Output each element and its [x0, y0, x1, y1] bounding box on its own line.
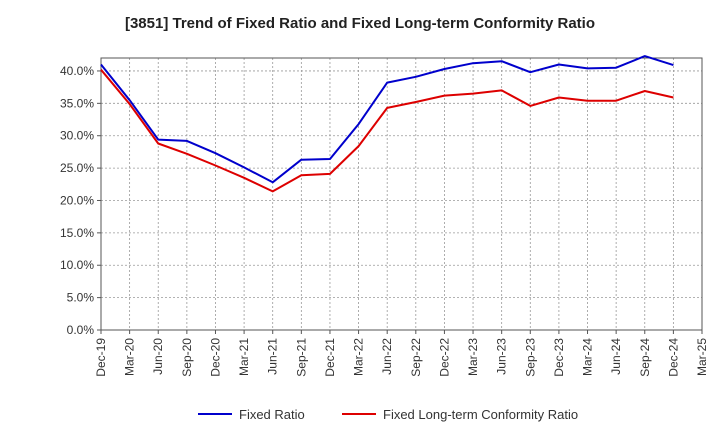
- x-tick-label: Mar-22: [352, 338, 366, 376]
- x-tick-label: Jun-20: [151, 338, 165, 375]
- x-tick-label: Mar-23: [466, 338, 480, 376]
- x-tick-label: Jun-24: [609, 338, 623, 375]
- series-group: [100, 55, 674, 193]
- y-axis-ticks: 0.0% 5.0% 10.0% 15.0% 20.0% 25.0% 30.0% 35.0% 40…: [60, 64, 101, 337]
- x-tick-label: Dec-23: [552, 338, 566, 377]
- x-tick-label: Dec-21: [323, 338, 337, 377]
- x-tick-label: Sep-23: [523, 338, 537, 377]
- x-tick-label: Sep-24: [638, 338, 652, 377]
- plot-frame: [100, 57, 703, 331]
- y-tick-label: 0.0%: [67, 323, 95, 337]
- x-tick-label: Sep-22: [409, 338, 423, 377]
- legend: Fixed Ratio Fixed Long-term Conformity Ra…: [198, 407, 578, 422]
- y-tick-label: 20.0%: [60, 193, 94, 207]
- x-tick-label: Sep-20: [180, 338, 194, 377]
- y-tick-label: 10.0%: [60, 258, 94, 272]
- grid-lines: [101, 58, 702, 330]
- x-tick-label: Jun-21: [266, 338, 280, 375]
- x-tick-label: Sep-21: [294, 338, 308, 377]
- x-tick-label: Dec-22: [437, 338, 451, 377]
- x-tick-label: Mar-24: [581, 338, 595, 376]
- x-tick-label: Mar-21: [237, 338, 251, 376]
- series-line-1: [100, 55, 674, 184]
- y-tick-label: 15.0%: [60, 226, 94, 240]
- y-tick-label: 30.0%: [60, 129, 94, 143]
- x-tick-label: Jun-22: [380, 338, 394, 375]
- y-tick-label: 5.0%: [67, 291, 95, 305]
- y-tick-label: 25.0%: [60, 161, 94, 175]
- x-tick-label: Dec-20: [208, 338, 222, 377]
- x-tick-label: Dec-19: [94, 338, 108, 377]
- x-tick-label: Dec-24: [666, 338, 680, 377]
- legend-label-2: Fixed Long-term Conformity Ratio: [383, 407, 578, 422]
- chart-title: [3851] Trend of Fixed Ratio and Fixed Lo…: [124, 15, 596, 32]
- x-tick-label: Jun-23: [495, 338, 509, 375]
- x-tick-label: Mar-25: [695, 338, 709, 376]
- x-tick-label: Mar-20: [123, 338, 137, 376]
- y-tick-label: 40.0%: [60, 64, 94, 78]
- y-tick-label: 35.0%: [60, 96, 94, 110]
- series-line-2: [100, 69, 674, 193]
- x-axis-ticks: Dec-19 Mar-20 Jun-20 Sep-20 Dec-20 Mar-21 Jun-…: [94, 330, 709, 377]
- legend-label-1: Fixed Ratio: [239, 407, 305, 422]
